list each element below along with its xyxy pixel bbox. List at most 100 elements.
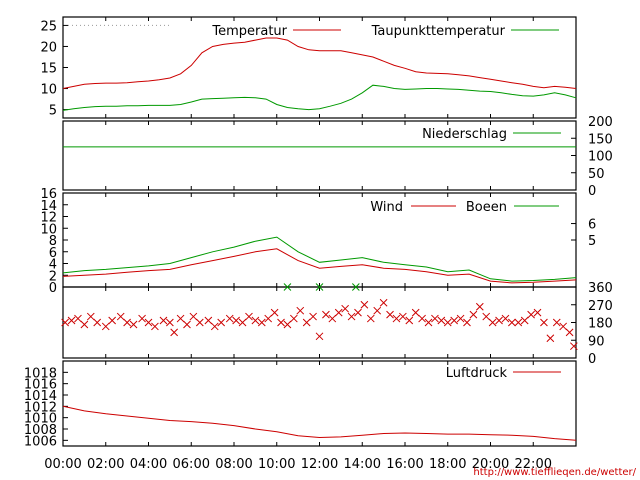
direction-point <box>309 312 317 321</box>
direction-point <box>232 316 240 325</box>
y-tick-label-temperature: 5 <box>49 104 57 119</box>
direction-point <box>469 310 478 319</box>
y-tick-label-temperature: 20 <box>40 40 57 55</box>
direction-point <box>264 314 273 323</box>
direction-point <box>351 283 360 291</box>
y-tick-label-pressure: 1010 <box>24 412 57 427</box>
direction-point <box>405 316 414 325</box>
direction-point <box>520 316 529 325</box>
direction-point <box>67 316 76 325</box>
direction-point <box>166 318 174 327</box>
direction-point <box>334 308 343 317</box>
x-axis-label: 16:00 <box>386 457 423 472</box>
y-tick-label-wind: 16 <box>40 187 57 202</box>
y-tick-label-wind-direction: 270 <box>588 299 613 314</box>
direction-point <box>296 306 305 315</box>
y-tick-label-wind-direction: 0 <box>588 352 596 367</box>
direction-point <box>488 318 497 327</box>
direction-point <box>475 302 484 311</box>
direction-point <box>570 342 578 351</box>
direction-point <box>347 312 356 321</box>
direction-point <box>238 318 247 327</box>
direction-point <box>217 318 226 327</box>
x-axis-label: 20:00 <box>472 457 509 472</box>
y-tick-label-pressure: 1008 <box>24 423 57 438</box>
direction-point <box>170 328 179 337</box>
direction-point <box>322 310 330 319</box>
legend-label-temperatur: Temperatur <box>211 24 287 39</box>
direction-point <box>123 318 131 327</box>
y-tick-label-precipitation: 200 <box>588 115 613 130</box>
x-axis-label: 06:00 <box>173 457 210 472</box>
x-axis-label: 04:00 <box>130 457 167 472</box>
direction-point <box>204 316 213 325</box>
right-tick-label-wind: 5 <box>588 234 596 249</box>
y-tick-label-pressure: 1006 <box>24 434 57 449</box>
direction-point <box>366 314 375 323</box>
direction-point <box>176 314 185 323</box>
direction-point <box>565 328 574 337</box>
direction-point <box>144 318 153 327</box>
direction-point <box>151 322 159 331</box>
direction-point <box>189 312 198 321</box>
credit-url[interactable]: http://www.tiefflieqen.de/wetter/ <box>473 467 636 478</box>
y-tick-label-wind: 10 <box>40 222 57 237</box>
series-line-temperatur <box>62 37 577 89</box>
legend-label-niederschlag: Niederschlag <box>422 127 507 142</box>
y-tick-label-wind: 6 <box>49 246 57 261</box>
direction-point <box>482 312 491 321</box>
x-axis-label: 22:00 <box>515 457 552 472</box>
direction-point <box>546 334 555 343</box>
direction-point <box>159 316 168 325</box>
direction-point <box>411 308 420 317</box>
direction-point <box>245 312 253 321</box>
direction-point <box>93 318 102 327</box>
direction-point <box>540 318 548 327</box>
direction-point <box>373 306 382 315</box>
y-tick-label-wind: 0 <box>49 281 57 296</box>
direction-point <box>552 318 561 327</box>
direction-point <box>210 322 219 331</box>
direction-point <box>257 318 266 327</box>
y-tick-label-wind: 8 <box>49 234 57 249</box>
y-tick-label-wind-direction: 90 <box>588 334 605 349</box>
direction-point <box>437 316 446 325</box>
direction-point <box>399 312 407 321</box>
direction-point <box>315 332 324 341</box>
direction-point <box>386 310 394 319</box>
direction-point <box>501 314 510 323</box>
y-tick-label-temperature: 15 <box>40 62 57 77</box>
direction-point <box>225 314 234 323</box>
direction-point <box>86 312 95 321</box>
direction-point <box>116 312 125 321</box>
legend-label-boeen: Boeen <box>466 200 507 215</box>
y-tick-label-precipitation: 0 <box>588 184 596 199</box>
direction-point <box>138 314 146 323</box>
y-tick-label-wind-direction: 180 <box>588 317 613 332</box>
y-tick-label-temperature: 25 <box>40 19 57 34</box>
legend-label-wind: Wind <box>370 200 403 215</box>
direction-point <box>392 314 401 323</box>
direction-point <box>495 316 503 325</box>
y-tick-label-wind: 14 <box>40 199 57 214</box>
panel-frame-wind-direction <box>62 286 577 359</box>
direction-point <box>283 283 292 291</box>
direction-point <box>61 318 69 327</box>
x-axis-label: 08:00 <box>215 457 252 472</box>
x-axis-label: 18:00 <box>429 457 466 472</box>
direction-point <box>74 314 82 323</box>
direction-point <box>456 314 465 323</box>
series-line-wind <box>62 248 577 284</box>
direction-point <box>80 320 89 329</box>
direction-point <box>328 314 337 323</box>
y-tick-label-pressure: 1018 <box>24 366 57 381</box>
direction-point <box>341 304 350 313</box>
y-tick-label-precipitation: 150 <box>588 132 613 147</box>
y-tick-label-pressure: 1016 <box>24 378 57 393</box>
direction-point <box>302 318 311 327</box>
direction-point <box>315 283 324 291</box>
y-tick-label-wind-direction: 360 <box>588 281 613 296</box>
x-axis-label: 14:00 <box>344 457 381 472</box>
